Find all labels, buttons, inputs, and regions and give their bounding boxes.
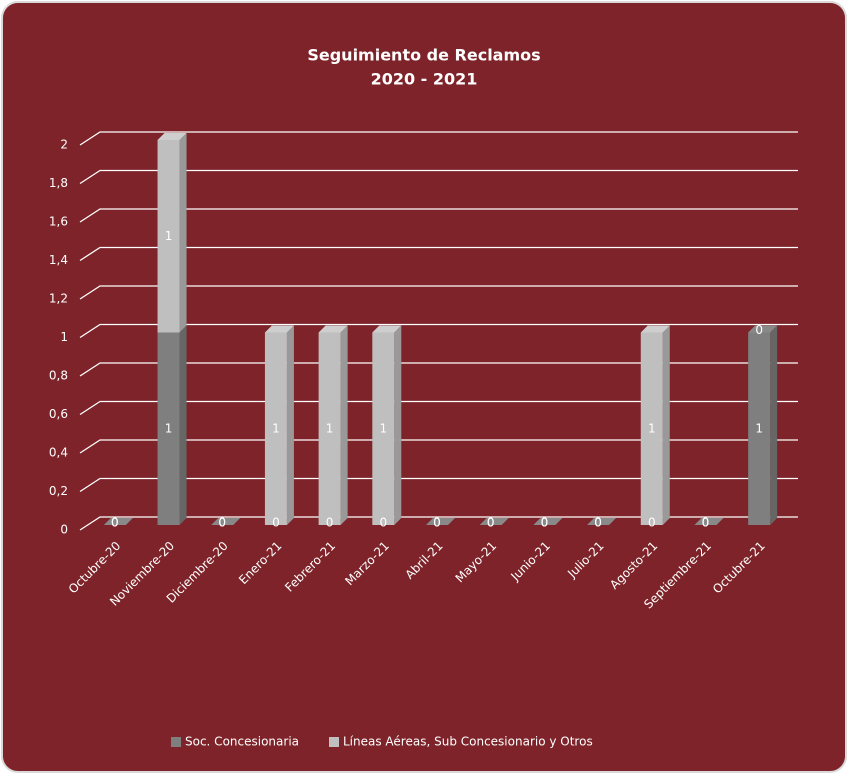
grid-line (79, 400, 798, 416)
bar-top (640, 325, 670, 333)
legend-swatch (329, 737, 339, 747)
bar-segment (264, 332, 287, 525)
grid-line (79, 323, 798, 339)
data-label: 0 (487, 516, 495, 530)
grid-line (79, 439, 798, 454)
data-label: 0 (541, 516, 549, 530)
data-label: 0 (272, 516, 280, 530)
data-label: 1 (272, 421, 280, 435)
chart-title: Seguimiento de Reclamos (307, 46, 540, 65)
bar-top (211, 518, 241, 525)
data-label: 0 (111, 516, 119, 530)
y-tick-label: 0 (60, 523, 68, 537)
bar-segment (318, 332, 341, 525)
legend-label: Soc. Concesionaria (185, 735, 299, 749)
grid-line (79, 169, 798, 185)
bar-segment (748, 332, 771, 525)
grid-line (79, 246, 798, 262)
y-tick-label: 2 (60, 138, 68, 152)
bar-top (694, 518, 724, 525)
bar-top (103, 518, 133, 525)
grid-line (79, 362, 798, 377)
grid-line (79, 477, 798, 493)
y-tick-label: 1,8 (49, 176, 68, 190)
data-label: 1 (755, 421, 763, 435)
legend-swatch (171, 737, 181, 747)
data-label: 0 (702, 516, 710, 530)
legend-label: Líneas Aéreas, Sub Concesionario y Otros (343, 735, 593, 749)
bar-side (394, 325, 402, 525)
y-tick-label: 1,6 (49, 215, 68, 229)
grid-line (79, 131, 798, 146)
data-label: 0 (702, 516, 710, 530)
data-label: 0 (755, 323, 763, 337)
bar-segment (640, 332, 663, 525)
data-label: 0 (541, 516, 549, 530)
data-label: 0 (218, 516, 226, 530)
data-label: 1 (165, 229, 173, 243)
bar-top (157, 133, 187, 140)
bar-side (286, 325, 294, 525)
y-tick-label: 0,6 (49, 407, 68, 421)
data-label: 1 (165, 421, 173, 435)
bar-top (372, 325, 402, 333)
y-tick-label: 0,4 (49, 446, 68, 460)
bar-segment (372, 332, 395, 525)
bar-side (179, 325, 187, 525)
data-label: 0 (111, 516, 119, 530)
y-tick-label: 1 (60, 330, 68, 344)
bar-top (533, 518, 563, 525)
chart-subtitle: 2020 - 2021 (371, 70, 478, 89)
data-label: 0 (594, 516, 602, 530)
data-label: 0 (379, 516, 387, 530)
data-label: 0 (594, 516, 602, 530)
y-tick-label: 0,8 (49, 369, 68, 383)
data-label: 0 (433, 516, 441, 530)
data-label: 0 (218, 516, 226, 530)
data-label: 1 (326, 421, 334, 435)
data-label: 0 (487, 516, 495, 530)
bar-top (587, 518, 617, 525)
grid-line (79, 516, 798, 531)
bar-side (340, 325, 348, 525)
bar-side (179, 133, 187, 333)
grid-line (79, 208, 798, 223)
bar-top (748, 325, 778, 333)
y-tick-label: 1,4 (49, 253, 68, 267)
bar-segment (157, 140, 180, 333)
bar-side (770, 325, 778, 525)
bar-top (479, 518, 509, 525)
grid-line (79, 285, 798, 300)
bar-segment (157, 332, 180, 525)
bar-top (426, 518, 455, 525)
bar-top (318, 325, 348, 333)
bar-side (662, 325, 670, 525)
data-label: 0 (648, 516, 656, 530)
data-label: 1 (648, 421, 656, 435)
data-label: 0 (433, 516, 441, 530)
data-label: 0 (326, 516, 334, 530)
y-tick-label: 0,2 (49, 484, 68, 498)
bar-top (264, 325, 294, 333)
data-label: 1 (379, 421, 387, 435)
y-tick-label: 1,2 (49, 292, 68, 306)
